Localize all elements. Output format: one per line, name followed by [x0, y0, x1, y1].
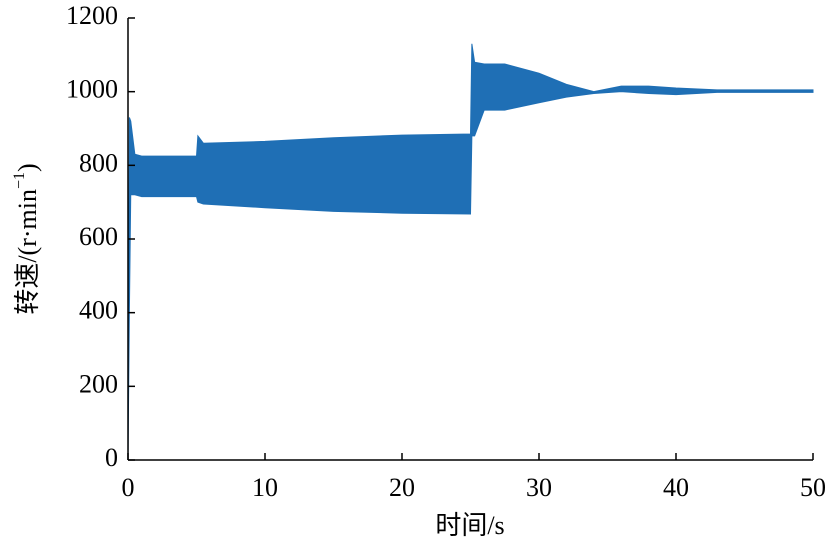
speed-band	[127, 43, 814, 461]
y-tick-label: 0	[105, 443, 118, 472]
y-tick-label: 200	[79, 369, 118, 398]
x-tick-label: 20	[389, 473, 415, 502]
y-tick-label: 1200	[66, 1, 118, 30]
y-tick-label: 800	[79, 148, 118, 177]
y-axis-label: 转速/(r·min−1)	[11, 163, 42, 314]
x-tick-label: 50	[800, 473, 826, 502]
x-tick-label: 30	[526, 473, 552, 502]
x-tick-label: 40	[663, 473, 689, 502]
y-tick-label: 400	[79, 296, 118, 325]
x-axis-label: 时间/s	[435, 511, 504, 540]
x-tick-label: 0	[122, 473, 135, 502]
y-axis-label-main: 转速/(r·min	[13, 189, 42, 315]
x-tick-label: 10	[252, 473, 278, 502]
y-tick-label: 1000	[66, 75, 118, 104]
y-tick-label: 600	[79, 222, 118, 251]
y-axis-label-close: )	[13, 163, 42, 172]
y-axis-label-exponent: −1	[11, 172, 28, 189]
